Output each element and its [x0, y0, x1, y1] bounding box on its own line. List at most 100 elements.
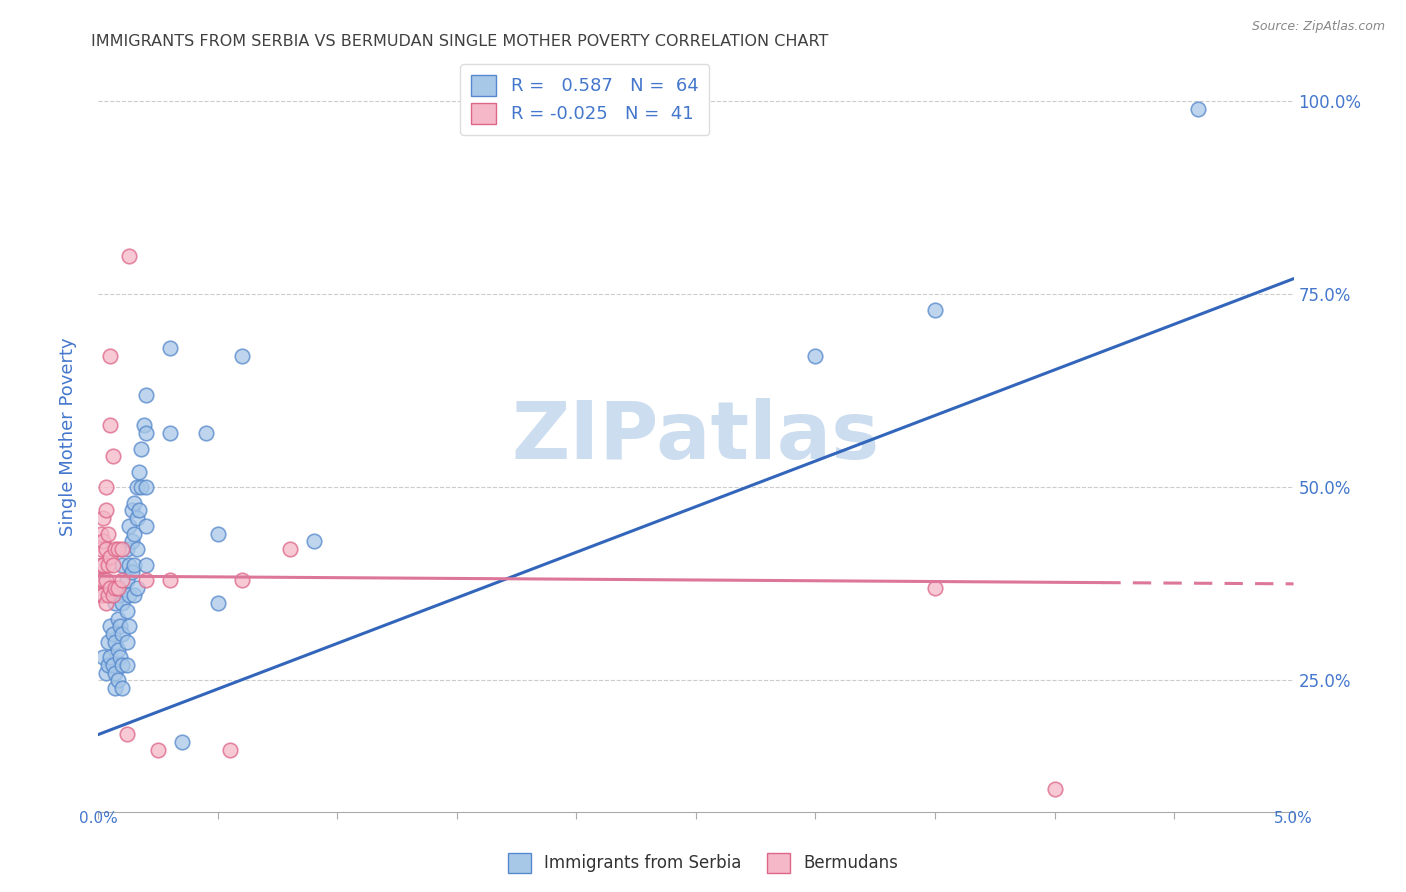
Point: [121, 534, 143, 549]
Point: [302, 534, 325, 549]
Point: [135, 573, 157, 587]
Point: [97, 558, 120, 572]
Point: [135, 480, 157, 494]
Point: [135, 558, 157, 572]
Point: [172, 735, 194, 749]
Point: [111, 596, 134, 610]
Point: [108, 650, 131, 665]
Text: ZIPatlas: ZIPatlas: [512, 398, 880, 476]
Point: [115, 604, 138, 618]
Point: [91, 650, 114, 665]
Point: [91, 589, 114, 603]
Text: 0.0%: 0.0%: [79, 812, 118, 826]
Point: [104, 681, 127, 695]
Point: [1187, 102, 1209, 116]
Point: [104, 665, 127, 680]
Point: [111, 627, 134, 641]
Point: [104, 634, 127, 648]
Point: [118, 558, 141, 572]
Point: [159, 573, 181, 587]
Text: 5.0%: 5.0%: [1274, 812, 1313, 826]
Point: [124, 526, 146, 541]
Point: [135, 519, 157, 533]
Point: [804, 349, 827, 363]
Point: [118, 519, 141, 533]
Point: [124, 589, 146, 603]
Point: [98, 650, 122, 665]
Point: [131, 480, 153, 494]
Point: [97, 526, 120, 541]
Point: [91, 558, 114, 572]
Point: [125, 480, 148, 494]
Point: [90, 558, 112, 572]
Point: [101, 450, 124, 464]
Point: [101, 589, 124, 603]
Point: [98, 549, 122, 564]
Point: [90, 542, 112, 557]
Point: [125, 511, 148, 525]
Point: [124, 558, 146, 572]
Point: [94, 542, 117, 557]
Point: [195, 426, 218, 441]
Point: [97, 589, 120, 603]
Point: [111, 657, 134, 672]
Text: IMMIGRANTS FROM SERBIA VS BERMUDAN SINGLE MOTHER POVERTY CORRELATION CHART: IMMIGRANTS FROM SERBIA VS BERMUDAN SINGL…: [91, 34, 828, 49]
Point: [94, 480, 117, 494]
Point: [94, 665, 117, 680]
Point: [207, 526, 229, 541]
Point: [107, 581, 129, 595]
Point: [98, 349, 122, 363]
Point: [104, 542, 127, 557]
Point: [125, 542, 148, 557]
Point: [91, 534, 114, 549]
Point: [924, 581, 946, 595]
Point: [115, 727, 138, 741]
Text: Source: ZipAtlas.com: Source: ZipAtlas.com: [1251, 20, 1385, 33]
Point: [98, 581, 122, 595]
Point: [97, 657, 120, 672]
Point: [115, 573, 138, 587]
Point: [90, 573, 112, 587]
Point: [98, 619, 122, 633]
Point: [125, 581, 148, 595]
Point: [91, 511, 114, 525]
Point: [118, 589, 141, 603]
Point: [108, 619, 131, 633]
Point: [90, 526, 112, 541]
Point: [111, 573, 134, 587]
Point: [159, 426, 181, 441]
Point: [111, 681, 134, 695]
Point: [101, 627, 124, 641]
Point: [115, 634, 138, 648]
Point: [107, 673, 129, 688]
Point: [101, 657, 124, 672]
Point: [91, 573, 114, 587]
Point: [108, 589, 131, 603]
Point: [94, 573, 117, 587]
Point: [118, 619, 141, 633]
Y-axis label: Single Mother Poverty: Single Mother Poverty: [59, 338, 77, 536]
Point: [1043, 781, 1066, 796]
Point: [121, 566, 143, 580]
Point: [98, 418, 122, 433]
Legend: R =   0.587   N =  64, R = -0.025   N =  41: R = 0.587 N = 64, R = -0.025 N = 41: [460, 64, 709, 135]
Point: [207, 596, 229, 610]
Point: [278, 542, 301, 557]
Point: [124, 496, 146, 510]
Point: [107, 542, 129, 557]
Point: [104, 596, 127, 610]
Point: [128, 465, 150, 479]
Point: [101, 558, 124, 572]
Point: [128, 503, 150, 517]
Point: [111, 558, 134, 572]
Point: [107, 642, 129, 657]
Point: [135, 426, 157, 441]
Point: [115, 542, 138, 557]
Point: [132, 418, 155, 433]
Point: [231, 349, 253, 363]
Point: [94, 503, 117, 517]
Point: [111, 542, 134, 557]
Point: [135, 387, 157, 401]
Point: [115, 657, 138, 672]
Point: [107, 612, 129, 626]
